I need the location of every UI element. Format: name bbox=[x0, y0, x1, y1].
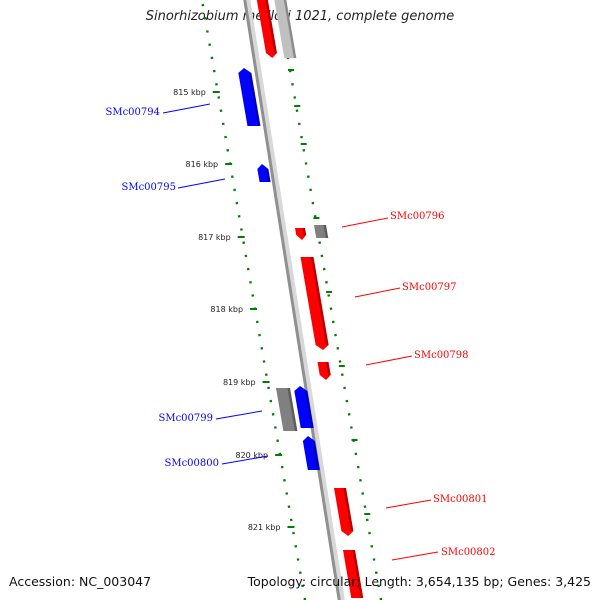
gene-shade bbox=[283, 0, 297, 58]
gene-body bbox=[295, 228, 307, 240]
gene-body bbox=[317, 362, 331, 380]
genome-summary: Topology: circular; Length: 3,654,135 bp… bbox=[247, 574, 591, 589]
kbp-tick-label: 817 kbp bbox=[198, 233, 231, 242]
gene-leader-line bbox=[385, 499, 432, 509]
backbone-shadow bbox=[245, 0, 345, 600]
left-tick-track bbox=[201, 3, 307, 600]
gene-label-smc00802: SMc00802 bbox=[441, 547, 496, 558]
gene-body bbox=[314, 225, 329, 238]
backbone-line bbox=[243, 0, 341, 600]
gene-smc00794-shape bbox=[238, 68, 261, 126]
gene-smc00797-shape bbox=[300, 257, 329, 350]
gene-shade bbox=[265, 169, 271, 182]
gene-leader-line bbox=[221, 455, 269, 465]
gene-body bbox=[238, 68, 261, 126]
kbp-tick-label: 815 kbp bbox=[173, 88, 206, 97]
gene-smc00798-shape bbox=[317, 362, 331, 380]
gene-shade bbox=[323, 225, 329, 238]
gene-leader-line bbox=[162, 103, 211, 114]
gene-leader-line bbox=[354, 287, 401, 298]
kbp-tick-label: 816 kbp bbox=[186, 160, 219, 169]
gene-label-smc00800: SMc00800 bbox=[164, 458, 219, 469]
gene-smc00802-shape bbox=[343, 550, 364, 598]
gene-body bbox=[343, 550, 364, 598]
kbp-tick-label: 821 kbp bbox=[248, 523, 281, 532]
other-feature-b bbox=[276, 388, 298, 431]
gene-body bbox=[274, 0, 297, 58]
gene-body bbox=[300, 257, 329, 350]
gene-leader-line bbox=[341, 217, 389, 228]
gene-shade bbox=[311, 257, 329, 345]
gene-label-smc00799: SMc00799 bbox=[158, 413, 213, 424]
gene-smc00799-shape bbox=[294, 386, 314, 428]
gene-label-smc00795: SMc00795 bbox=[121, 182, 176, 193]
gene-shade bbox=[265, 0, 277, 53]
accession-label: Accession: NC_003047 bbox=[9, 574, 152, 589]
gene-body bbox=[256, 0, 277, 58]
gene-body bbox=[294, 386, 314, 428]
kbp-tick-label: 820 kbp bbox=[235, 451, 268, 460]
gene-smc00796-shape bbox=[295, 228, 307, 240]
other-feature-top bbox=[274, 0, 297, 58]
map-title: Sinorhizobium meliloti 1021, complete ge… bbox=[145, 9, 455, 24]
kbp-tick-label: 819 kbp bbox=[223, 378, 256, 387]
gene-shade bbox=[326, 362, 331, 375]
gene-shade bbox=[304, 391, 314, 428]
gene-leader-line bbox=[177, 178, 226, 189]
gene-smc00800-shape bbox=[302, 436, 320, 470]
gene-label-smc00798: SMc00798 bbox=[414, 350, 469, 361]
gene-shade bbox=[287, 388, 298, 431]
gene-leader-line bbox=[215, 410, 263, 420]
gene-smc00801-shape bbox=[334, 488, 354, 536]
gene-label-smc00794: SMc00794 bbox=[105, 107, 160, 118]
gene-label-smc00797: SMc00797 bbox=[402, 282, 457, 293]
forward-gene-top bbox=[256, 0, 277, 58]
gene-shade bbox=[343, 488, 354, 531]
gene-body bbox=[334, 488, 354, 536]
gene-label-smc00796: SMc00796 bbox=[390, 211, 445, 222]
gene-label-smc00801: SMc00801 bbox=[433, 494, 488, 505]
gene-leader-line bbox=[365, 355, 413, 366]
gene-shade bbox=[302, 228, 307, 235]
gene-shade bbox=[312, 441, 320, 470]
kbp-tick-label: 818 kbp bbox=[210, 305, 243, 314]
other-feature-a bbox=[314, 225, 329, 238]
gene-smc00795-shape bbox=[257, 164, 271, 182]
gene-shade bbox=[248, 73, 261, 126]
gene-body bbox=[257, 164, 271, 182]
gene-body bbox=[276, 388, 298, 431]
gene-body bbox=[302, 436, 320, 470]
gene-shade bbox=[352, 550, 364, 598]
gene-leader-line bbox=[391, 551, 439, 561]
